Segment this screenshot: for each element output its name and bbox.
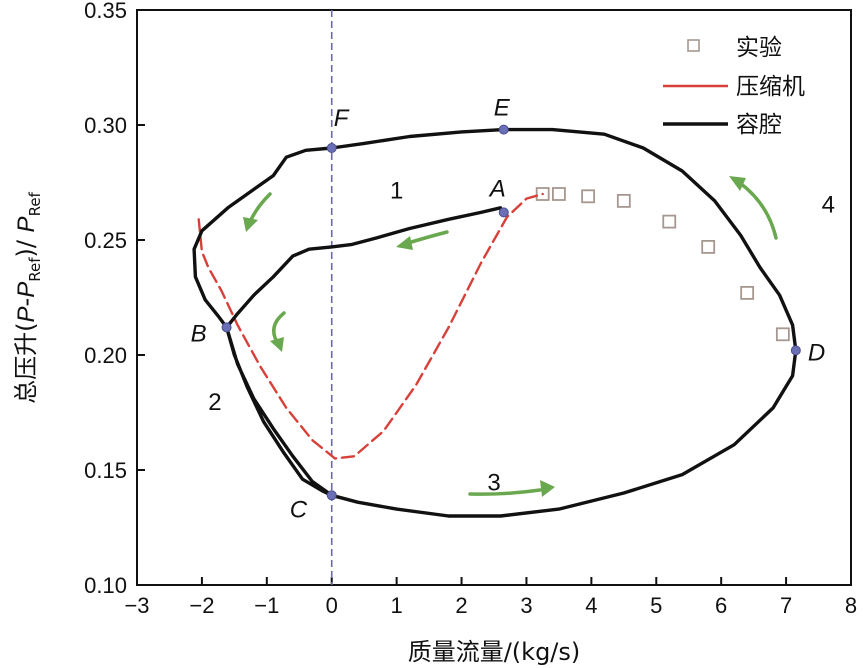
experiment-marker — [616, 193, 631, 208]
labels-layer: A B C D E F 1 2 3 4 — [191, 95, 835, 524]
x-tick-label: −2 — [189, 593, 214, 618]
x-tick-label: −1 — [254, 593, 279, 618]
arrow-b-head-icon — [270, 337, 284, 352]
y-ticks: 0.10 0.15 0.20 0.25 0.30 0.35 — [84, 0, 145, 598]
point-b-label: B — [191, 320, 207, 347]
x-tick-label: 8 — [845, 593, 857, 618]
y-title-mid: )/ — [12, 232, 40, 257]
y-title-p3: P — [13, 216, 40, 232]
phase-label-4: 4 — [822, 191, 835, 218]
point-b-marker — [221, 322, 232, 333]
x-ticks: −3 −2 −1 0 1 2 3 4 5 6 7 8 — [124, 577, 857, 618]
experiment-marker — [701, 239, 716, 254]
arrow-4-head-icon — [729, 176, 746, 191]
y-tick-label: 0.20 — [84, 343, 127, 368]
x-tick-label: 7 — [780, 593, 792, 618]
arrow-upper-left-icon — [248, 192, 272, 224]
point-f-label: F — [334, 105, 350, 132]
x-tick-label: −3 — [124, 593, 149, 618]
y-tick-label: 0.30 — [84, 113, 127, 138]
experiment-marker — [581, 189, 596, 204]
legend-compressor-label: 压缩机 — [736, 74, 805, 100]
legend-exp-marker — [687, 39, 700, 52]
plot-frame — [136, 9, 852, 586]
y-title-dash: - — [12, 298, 40, 307]
y-tick-label: 0.25 — [84, 228, 127, 253]
x-tick-label: 0 — [326, 593, 338, 618]
point-a-label: A — [488, 175, 506, 202]
y-tick-label: 0.10 — [84, 573, 127, 598]
phase-label-3: 3 — [487, 470, 500, 497]
y-title-sub2: Ref — [26, 191, 44, 216]
y-tick-label: 0.15 — [84, 458, 127, 483]
arrow-4-icon — [738, 181, 778, 240]
point-c-label: C — [290, 496, 308, 523]
experiment-marker — [535, 187, 550, 201]
y-title-p1: P — [13, 306, 40, 322]
x-tick-label: 2 — [455, 593, 467, 618]
arrow-3-icon — [468, 488, 542, 496]
x-axis-title: 质量流量/(kg/s) — [408, 638, 581, 666]
experiment-marker — [662, 214, 677, 229]
phase-label-1: 1 — [390, 178, 403, 205]
point-c-marker — [326, 490, 337, 501]
x-tick-label: 6 — [715, 593, 727, 618]
flow-direction-arrows — [243, 176, 778, 497]
legend-cavity-label: 容腔 — [736, 112, 782, 138]
phase-label-2: 2 — [208, 389, 221, 416]
cavity-curve — [192, 127, 798, 518]
x-tick-label: 1 — [391, 593, 403, 618]
y-tick-label: 0.35 — [84, 0, 127, 23]
series-layer — [192, 127, 798, 518]
arrow-1-head-icon — [396, 236, 413, 250]
point-d-label: D — [808, 339, 825, 366]
experiment-marker — [740, 285, 755, 300]
point-e-label: E — [494, 95, 511, 122]
point-e-marker — [498, 124, 509, 135]
arrow-b-icon — [272, 311, 286, 344]
y-title-p2: P — [13, 282, 40, 298]
arrow-3-head-icon — [540, 480, 555, 497]
legend-exp-label: 实验 — [736, 35, 782, 61]
x-tick-label: 3 — [520, 593, 532, 618]
point-f-marker — [326, 143, 337, 153]
y-title-prefix: 总压升( — [12, 322, 40, 403]
experiment-marker — [775, 327, 790, 342]
compressor-curve — [197, 192, 544, 460]
x-tick-label: 4 — [585, 593, 597, 618]
arrow-upper-left-head-icon — [243, 217, 258, 232]
experiment-marker — [552, 187, 566, 201]
point-a-marker — [498, 207, 509, 218]
y-axis-title: 总压升(P-PRef)/ PRef — [12, 191, 44, 403]
legend: 实验 压缩机 容腔 — [663, 35, 805, 138]
y-title-sub1: Ref — [26, 257, 44, 282]
point-d-marker — [790, 345, 801, 356]
x-tick-label: 5 — [650, 593, 662, 618]
